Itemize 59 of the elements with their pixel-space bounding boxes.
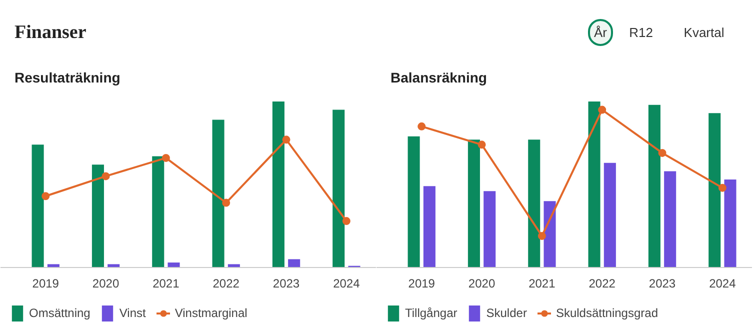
bar: [152, 156, 164, 268]
bar: [212, 120, 224, 268]
bar: [588, 102, 600, 268]
bar: [604, 162, 616, 268]
bar: [108, 264, 120, 268]
legend-label: Vinst: [119, 306, 146, 320]
point: [282, 136, 290, 144]
x-tick-label: 2023: [272, 276, 300, 290]
text: Finanser: [14, 22, 87, 43]
legend-label: Omsättning: [29, 306, 90, 320]
x-tick-label: 2023: [648, 276, 676, 290]
bar: [664, 171, 676, 268]
point: [538, 232, 546, 240]
bar: [47, 264, 60, 268]
legend-label: Skuldsättningsgrad: [556, 306, 658, 320]
x-tick-label: 2021: [152, 276, 180, 290]
x-tick-label: 2019: [408, 276, 436, 290]
legend-label: Tillgångar: [405, 306, 458, 320]
point: [342, 217, 350, 226]
x-tick-label: 2024: [333, 276, 360, 290]
x-tick-label: 2020: [92, 276, 120, 290]
point: [718, 184, 726, 192]
bar: [484, 191, 496, 268]
text: Kvartal: [684, 25, 724, 40]
bar: [528, 140, 540, 268]
bar: [332, 110, 345, 268]
point: [478, 140, 486, 149]
x-tick-label: 2019: [32, 276, 60, 290]
bar: [32, 144, 44, 268]
x-tick-label: 2021: [528, 276, 556, 290]
text: R12: [629, 25, 653, 40]
legend-label: Vinstmarginal: [174, 306, 248, 320]
point: [222, 198, 230, 207]
point: [162, 154, 170, 162]
bar: [468, 140, 480, 268]
point: [418, 122, 426, 130]
bar: [544, 201, 556, 268]
legend-label: Skulder: [486, 306, 527, 320]
x-tick-label: 2024: [709, 276, 736, 290]
bar: [724, 180, 736, 268]
bar: [228, 264, 240, 268]
x-tick-label: 2020: [468, 276, 496, 290]
bar: [288, 259, 300, 268]
point: [42, 192, 50, 200]
bar: [648, 104, 660, 268]
point: [102, 172, 110, 180]
bar: [708, 113, 721, 268]
bar: [168, 262, 180, 268]
point: [598, 106, 606, 114]
bar: [408, 136, 420, 268]
bar: [92, 164, 104, 268]
chart-title: Resultaträkning: [14, 70, 120, 86]
bar: [423, 186, 436, 268]
text: År: [594, 25, 608, 40]
point: [658, 148, 666, 157]
chart-title: Balansräkning: [390, 70, 487, 86]
x-tick-label: 2022: [588, 276, 616, 290]
bar: [272, 102, 284, 268]
x-tick-label: 2022: [212, 276, 240, 290]
